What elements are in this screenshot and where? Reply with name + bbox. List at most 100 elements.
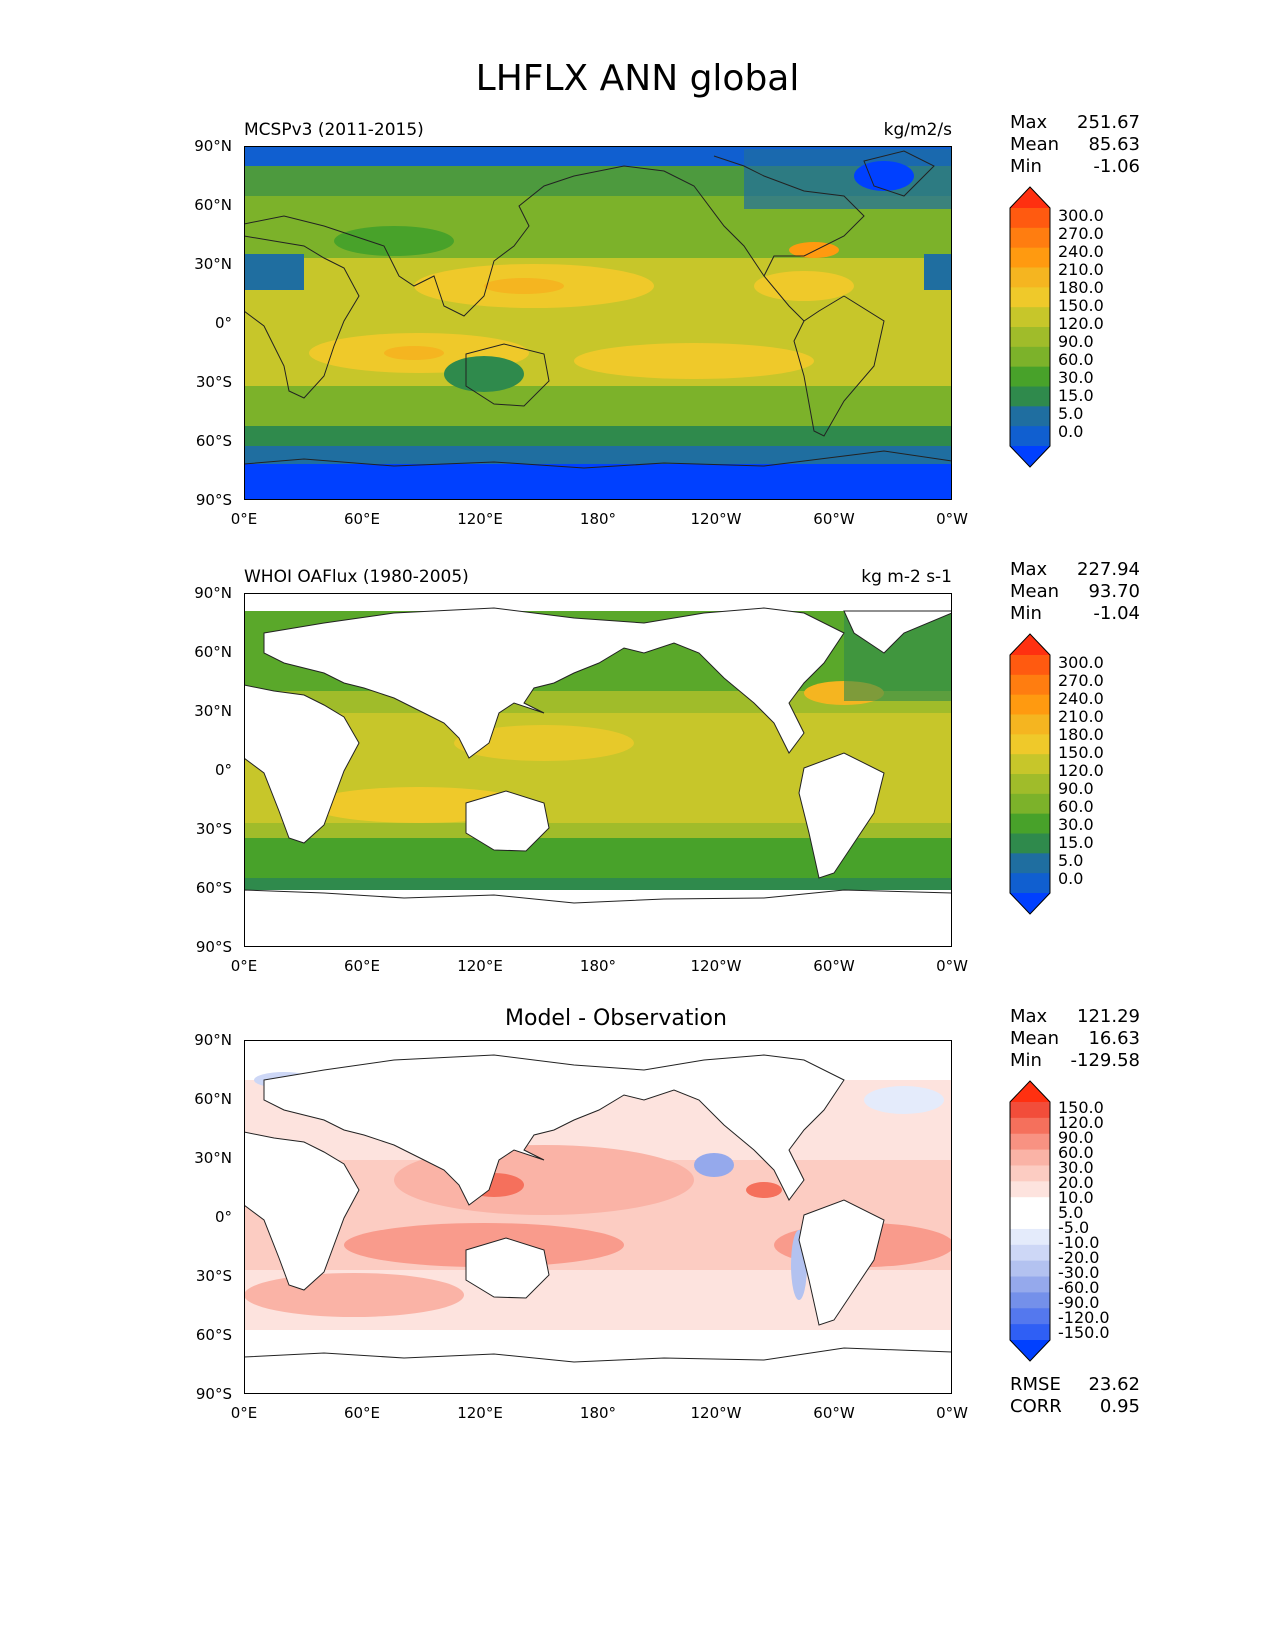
panel1-units: kg/m2/s — [883, 120, 952, 140]
panel1-lon-tick: 0°W — [936, 510, 968, 528]
colorbar-label: 120.0 — [1058, 761, 1104, 780]
colorbar-label: 20.0 — [1058, 1173, 1094, 1192]
panel2-lat-tick: 30°N — [194, 702, 232, 720]
colorbar-swatch — [1010, 386, 1050, 407]
colorbar-swatch — [1010, 247, 1050, 268]
stat-key: Max — [1010, 559, 1048, 580]
colorbar-label: 30.0 — [1058, 1158, 1094, 1177]
colorbar-extend-top — [1010, 1081, 1050, 1102]
stat-value: -1.06 — [1093, 156, 1140, 177]
stat-value: 251.67 — [1077, 112, 1140, 133]
panel2-colorbar — [1009, 633, 1051, 915]
panel2-lon-tick: 60°E — [343, 957, 381, 975]
colorbar-label: 150.0 — [1058, 1098, 1104, 1117]
colorbar-swatch — [1010, 1292, 1050, 1309]
colorbar-swatch — [1010, 1213, 1050, 1230]
colorbar-swatch — [1010, 426, 1050, 447]
panel3-metrics: RMSE 23.62 CORR 0.95 — [1010, 1374, 1140, 1418]
panel2-map — [244, 593, 952, 947]
colorbar-label: 150.0 — [1058, 296, 1104, 315]
stat-key: Mean — [1010, 134, 1060, 155]
colorbar-swatch — [1010, 674, 1050, 696]
panel3-lat-tick: 0° — [214, 1208, 232, 1226]
colorbar-label: 300.0 — [1058, 206, 1104, 225]
colorbar-label: 15.0 — [1058, 386, 1094, 405]
colorbar-swatch — [1010, 1197, 1050, 1214]
panel3-land-mask — [244, 1054, 952, 1394]
colorbar-label: 90.0 — [1058, 1128, 1094, 1147]
panel1-colorbar — [1009, 186, 1051, 468]
colorbar-label: -90.0 — [1058, 1293, 1100, 1312]
colorbar-label: 0.0 — [1058, 869, 1084, 888]
colorbar-swatch — [1010, 327, 1050, 348]
metric-value: 23.62 — [1088, 1374, 1140, 1395]
colorbar-swatch — [1010, 793, 1050, 815]
stat-key: Mean — [1010, 581, 1060, 602]
colorbar-label: 270.0 — [1058, 224, 1104, 243]
panel3-lon-tick: 120°E — [457, 1404, 503, 1422]
panel3-lon-tick: 0°E — [230, 1404, 258, 1422]
panel2-lat-tick: 90°N — [194, 584, 232, 602]
colorbar-swatch — [1010, 227, 1050, 249]
colorbar-extend-bottom — [1010, 893, 1050, 914]
colorbar-label: 5.0 — [1058, 404, 1084, 423]
colorbar-label: 90.0 — [1058, 332, 1094, 351]
colorbar-swatch — [1010, 1133, 1050, 1151]
colorbar-label: 10.0 — [1058, 1188, 1094, 1207]
colorbar-label: 60.0 — [1058, 350, 1094, 369]
colorbar-swatch — [1010, 1308, 1050, 1325]
panel1-lon-tick: 120°E — [457, 510, 503, 528]
colorbar-label: 60.0 — [1058, 797, 1094, 816]
colorbar-swatch — [1010, 1276, 1050, 1293]
panel1-lat-tick: 90°S — [195, 491, 232, 509]
panel1-lat-tick: 30°N — [194, 255, 232, 273]
colorbar-swatch — [1010, 655, 1050, 676]
panel1-lon-tick: 60°W — [813, 510, 855, 528]
colorbar-label: 5.0 — [1058, 851, 1084, 870]
panel2-lon-tick: 0°E — [230, 957, 258, 975]
colorbar-swatch — [1010, 833, 1050, 854]
panel3-lon-tick: 120°W — [690, 1404, 742, 1422]
stat-value: 227.94 — [1077, 559, 1140, 580]
panel3-lat-tick: 60°S — [195, 1326, 232, 1344]
panel3-map — [244, 1040, 952, 1394]
panel2-lon-tick: 180° — [579, 957, 617, 975]
panel2-lat-tick: 30°S — [195, 820, 232, 838]
stat-value: -1.04 — [1093, 603, 1140, 624]
stat-key: Min — [1010, 1050, 1042, 1071]
colorbar-label: 240.0 — [1058, 689, 1104, 708]
colorbar-label: 15.0 — [1058, 833, 1094, 852]
panel3-colorbar — [1009, 1080, 1051, 1362]
colorbar-swatch — [1010, 366, 1050, 387]
colorbar-swatch — [1010, 873, 1050, 894]
colorbar-swatch — [1010, 287, 1050, 308]
metric-key: RMSE — [1010, 1374, 1061, 1395]
stat-value: 121.29 — [1077, 1006, 1140, 1027]
panel1-lat-tick: 30°S — [195, 373, 232, 391]
stat-value: 16.63 — [1088, 1028, 1140, 1049]
panel2-lon-tick: 60°W — [813, 957, 855, 975]
colorbar-label: -20.0 — [1058, 1248, 1100, 1267]
panel1-lat-tick: 90°N — [194, 137, 232, 155]
panel2-lon-tick: 0°W — [936, 957, 968, 975]
colorbar-label: 270.0 — [1058, 671, 1104, 690]
colorbar-swatch — [1010, 714, 1050, 735]
colorbar-label: 240.0 — [1058, 242, 1104, 261]
colorbar-swatch — [1010, 734, 1050, 755]
colorbar-swatch — [1010, 1149, 1050, 1166]
colorbar-label: 150.0 — [1058, 743, 1104, 762]
colorbar-swatch — [1010, 1165, 1050, 1182]
panel1-field — [244, 146, 952, 500]
stat-value: -129.58 — [1070, 1050, 1140, 1071]
colorbar-label: -30.0 — [1058, 1263, 1100, 1282]
colorbar-outline — [1009, 1080, 1051, 1362]
colorbar-label: 5.0 — [1058, 1203, 1084, 1222]
colorbar-label: 0.0 — [1058, 422, 1084, 441]
panel3-lon-tick: 60°E — [343, 1404, 381, 1422]
stat-key: Min — [1010, 156, 1042, 177]
colorbar-label: 90.0 — [1058, 779, 1094, 798]
panel1-lon-tick: 180° — [579, 510, 617, 528]
colorbar-swatch — [1010, 1181, 1050, 1198]
colorbar-extend-bottom — [1010, 446, 1050, 467]
colorbar-label: 180.0 — [1058, 278, 1104, 297]
